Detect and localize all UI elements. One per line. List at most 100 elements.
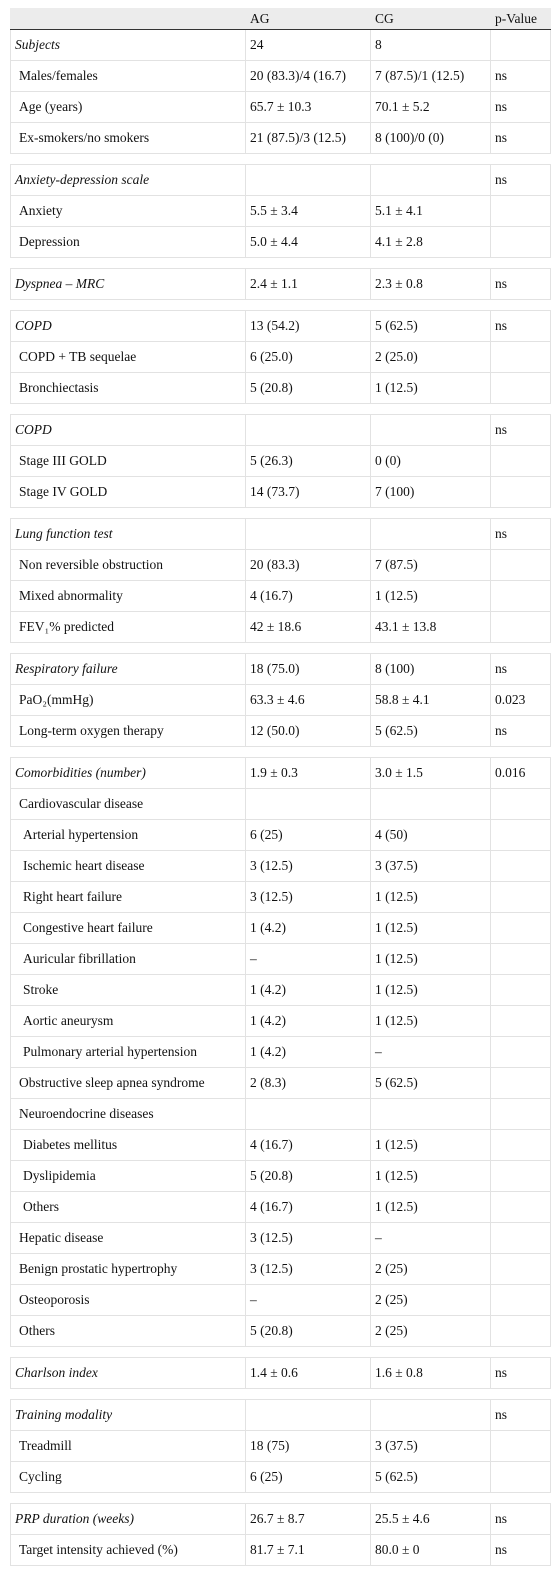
table-row: Charlson index 1.4 ± 0.6 1.6 ± 0.8 ns [10, 1357, 551, 1389]
row-label: Males/females [10, 60, 246, 92]
spacer-row [10, 257, 551, 269]
cell: ns [490, 91, 551, 123]
spacer-row [10, 153, 551, 165]
row-label: Anxiety [10, 195, 246, 227]
cell [490, 549, 551, 581]
cell [490, 29, 551, 61]
spacer-cell [10, 403, 246, 415]
cell: 20 (83.3) [245, 549, 371, 581]
row-label: Others [10, 1315, 246, 1347]
cell [490, 1160, 551, 1192]
cell: 8 (100)/0 (0) [370, 122, 491, 154]
spacer-row [10, 1388, 551, 1400]
table-row: Treadmill 18 (75) 3 (37.5) [10, 1430, 551, 1462]
row-label: Osteoporosis [10, 1284, 246, 1316]
row-label: Stroke [10, 974, 246, 1006]
cell: 1 (12.5) [370, 372, 491, 404]
spacer-cell [10, 153, 246, 165]
cell: 24 [245, 29, 371, 61]
row-label: Benign prostatic hypertrophy [10, 1253, 246, 1285]
cell: ns [490, 653, 551, 685]
table-row: Non reversible obstruction 20 (83.3) 7 (87… [10, 549, 551, 581]
cell: ns [490, 268, 551, 300]
table-row: COPD 13 (54.2) 5 (62.5) ns [10, 310, 551, 342]
cell [490, 1067, 551, 1099]
cell [490, 195, 551, 227]
cell: 5 (20.8) [245, 1160, 371, 1192]
table-row: Comorbidities (number) 1.9 ± 0.3 3.0 ± 1.5… [10, 757, 551, 789]
cell: 18 (75.0) [245, 653, 371, 685]
row-label: Dyspnea – MRC [10, 268, 246, 300]
cell: 2 (25) [370, 1253, 491, 1285]
cell [245, 164, 371, 196]
spacer-cell [10, 746, 246, 758]
cell: 3 (37.5) [370, 1430, 491, 1462]
spacer-cell [490, 642, 551, 654]
spacer-cell [10, 1388, 246, 1400]
data-table: AG CG p-Value Subjects 24 8 Males/females 20… [10, 8, 551, 1566]
cell: 4.1 ± 2.8 [370, 226, 491, 258]
cell [370, 164, 491, 196]
spacer-row [10, 299, 551, 311]
table-row: Cardiovascular disease [10, 788, 551, 820]
cell: 7 (87.5)/1 (12.5) [370, 60, 491, 92]
spacer-cell [490, 403, 551, 415]
table-row: Congestive heart failure 1 (4.2) 1 (12.5) [10, 912, 551, 944]
cell: 5.5 ± 3.4 [245, 195, 371, 227]
cell: 5.0 ± 4.4 [245, 226, 371, 258]
table-body: Subjects 24 8 Males/females 20 (83.3)/4 (16.… [10, 29, 551, 1566]
cell: 2.3 ± 0.8 [370, 268, 491, 300]
header-row: AG CG p-Value [10, 8, 551, 30]
cell [490, 1098, 551, 1130]
cell [490, 1461, 551, 1493]
cell [490, 1284, 551, 1316]
cell: 3 (12.5) [245, 1253, 371, 1285]
row-label: Pulmonary arterial hypertension [10, 1036, 246, 1068]
cell: 5 (62.5) [370, 1461, 491, 1493]
cell: 4 (16.7) [245, 1129, 371, 1161]
cell: 7 (100) [370, 476, 491, 508]
spacer-cell [490, 299, 551, 311]
cell [490, 943, 551, 975]
table-row: Aortic aneurysm 1 (4.2) 1 (12.5) [10, 1005, 551, 1037]
table-row: Age (years) 65.7 ± 10.3 70.1 ± 5.2 ns [10, 91, 551, 123]
spacer-cell [370, 746, 491, 758]
row-label: COPD [10, 414, 246, 446]
table-row: Stroke 1 (4.2) 1 (12.5) [10, 974, 551, 1006]
row-label: Cardiovascular disease [10, 788, 246, 820]
cell [490, 850, 551, 882]
row-label: Respiratory failure [10, 653, 246, 685]
cell: 26.7 ± 8.7 [245, 1503, 371, 1535]
cell: 3.0 ± 1.5 [370, 757, 491, 789]
cell: 58.8 ± 4.1 [370, 684, 491, 716]
row-label: Non reversible obstruction [10, 549, 246, 581]
cell: ns [490, 414, 551, 446]
cell: 7 (87.5) [370, 549, 491, 581]
table-row: COPD ns [10, 414, 551, 446]
spacer-cell [245, 299, 371, 311]
cell: 5.1 ± 4.1 [370, 195, 491, 227]
table-row: Respiratory failure 18 (75.0) 8 (100) ns [10, 653, 551, 685]
row-label: Age (years) [10, 91, 246, 123]
spacer-cell [245, 642, 371, 654]
row-label: Lung function test [10, 518, 246, 550]
table-row: Depression 5.0 ± 4.4 4.1 ± 2.8 [10, 226, 551, 258]
header-cell: CG [370, 8, 491, 30]
row-label: Target intensity achieved (%) [10, 1534, 246, 1566]
cell: ns [490, 518, 551, 550]
cell: 1 (12.5) [370, 912, 491, 944]
table-row: Diabetes mellitus 4 (16.7) 1 (12.5) [10, 1129, 551, 1161]
table-row: Dyslipidemia 5 (20.8) 1 (12.5) [10, 1160, 551, 1192]
cell: 0.023 [490, 684, 551, 716]
row-label: Aortic aneurysm [10, 1005, 246, 1037]
spacer-cell [370, 403, 491, 415]
row-label: Others [10, 1191, 246, 1223]
row-label: Auricular fibrillation [10, 943, 246, 975]
table-row: Hepatic disease 3 (12.5) – [10, 1222, 551, 1254]
spacer-cell [10, 257, 246, 269]
table-row: Stage III GOLD 5 (26.3) 0 (0) [10, 445, 551, 477]
spacer-cell [245, 1346, 371, 1358]
header-cell: p-Value [490, 8, 551, 30]
cell: 20 (83.3)/4 (16.7) [245, 60, 371, 92]
table-row: Anxiety-depression scale ns [10, 164, 551, 196]
